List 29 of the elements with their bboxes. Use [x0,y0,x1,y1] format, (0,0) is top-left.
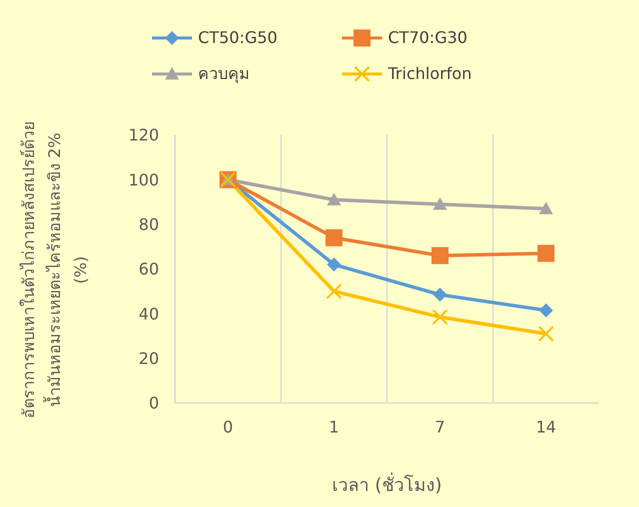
legend-label: CT50:G50 [198,28,278,47]
y-axis-title: อัตราการพบเหาในตัวไก่ภายหลังสเปรย์ด้วยน้ำมันหอมระเหยตะไคร้หอมและขิง 2% (%) [18,120,91,420]
point [538,244,554,262]
y-tick-label: 100 [128,170,159,190]
legend-label: ควบคุม [198,63,250,86]
point [327,192,341,206]
point [539,202,553,214]
legend-label: Trichlorfon [388,64,472,83]
y-tick-label: 120 [128,126,159,145]
point [433,288,447,302]
y-tick-label: 0 [148,394,159,413]
y-tick-label: 40 [138,304,159,324]
y-tick-label: 20 [138,349,159,368]
point [539,303,553,318]
point [326,283,342,300]
x-tick-label: 14 [536,417,556,436]
legend-label: CT70:G30 [388,28,468,47]
x-tick-label: 1 [328,417,340,436]
point [538,326,554,342]
point [432,247,448,264]
y-tick-label: 80 [138,215,159,234]
x-tick-label: 7 [434,417,446,436]
point [432,309,448,326]
point [433,197,447,210]
x-axis-title: เวลา (ชั่วโมง) [331,472,443,498]
point [326,229,342,246]
y-tick-label: 60 [138,260,159,279]
point [327,258,341,272]
x-tick-label: 0 [222,417,234,436]
